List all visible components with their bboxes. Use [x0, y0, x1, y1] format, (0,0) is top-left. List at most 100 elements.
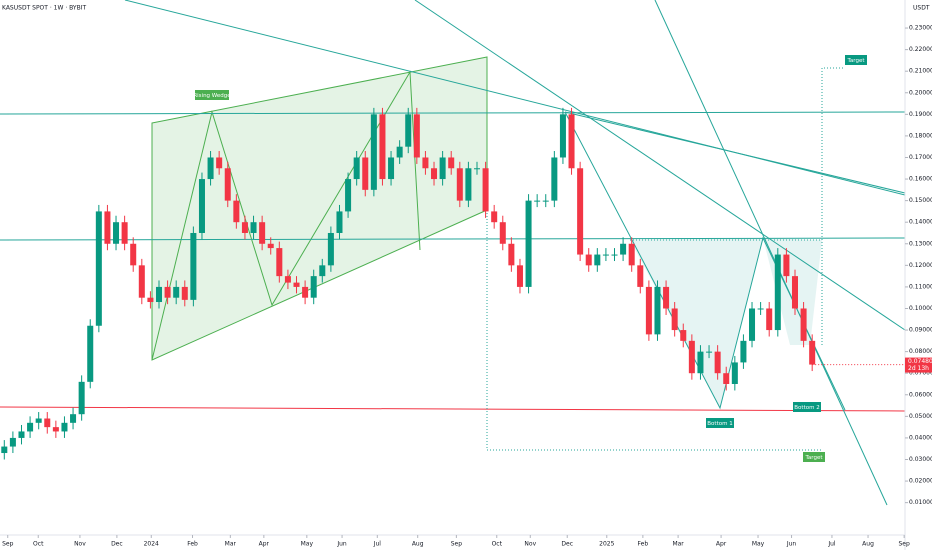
candle-body [559, 114, 566, 158]
candle-body [207, 157, 214, 180]
candle-body [671, 308, 678, 331]
candle-body [594, 254, 601, 266]
drawings [0, 0, 906, 506]
trend-line [564, 111, 906, 194]
candle-body [138, 265, 145, 298]
y-tick-label: 0.14000 [909, 219, 932, 226]
trend-line [414, 0, 906, 331]
candle-body [319, 265, 326, 277]
annotation: Rising Wedge [193, 93, 231, 99]
candle-body [422, 157, 429, 169]
y-tick-label: 0.05000 [909, 413, 932, 420]
x-tick-label: Dec [111, 541, 123, 548]
x-tick-label: Oct [33, 541, 44, 548]
candle-body [250, 222, 257, 233]
candle-body [388, 157, 395, 180]
x-tick-label: Mar [672, 541, 684, 548]
y-tick-label: 0.12000 [909, 262, 932, 269]
candle-body [27, 422, 34, 432]
candle-body [620, 243, 627, 255]
candle-body [516, 265, 523, 287]
candle-body [645, 286, 652, 335]
candle-body [379, 114, 386, 180]
x-tick-label: Aug [412, 541, 424, 548]
candle-body [791, 276, 798, 309]
candle-body [362, 157, 369, 190]
annotation: Bottom 1 [707, 421, 732, 427]
label-box [845, 55, 867, 65]
candle-body [276, 248, 283, 277]
last-price-box [905, 357, 932, 373]
annotation: Bottom 2 [794, 405, 819, 411]
candle-body [749, 308, 756, 341]
candle-body [104, 211, 111, 244]
x-tick-label: May [752, 541, 765, 548]
trend-line [654, 0, 888, 506]
candle-body [293, 282, 300, 287]
candle-body [336, 211, 343, 233]
candle-body [774, 254, 781, 331]
y-tick-label: 0.18000 [909, 132, 932, 139]
candle-body [121, 222, 128, 244]
candle-body [431, 168, 438, 180]
candle-body [44, 418, 51, 428]
candle-body [508, 243, 515, 266]
candle-body [740, 340, 747, 363]
candle-body [396, 146, 403, 158]
candle-body [61, 422, 68, 432]
candle-body [70, 414, 77, 423]
y-axis-label: USDT [913, 5, 930, 12]
annotation: Target [846, 58, 865, 64]
candle-body [87, 325, 94, 382]
support-line [0, 406, 906, 412]
candle-body [697, 351, 704, 374]
last-price-label: 0.07480 [908, 358, 932, 365]
candle-body [602, 254, 609, 256]
y-tick-label: 0.06000 [909, 391, 932, 398]
candle-body [181, 286, 188, 300]
countdown: 2d 13h [908, 365, 929, 372]
x-tick-label: Sep [898, 541, 910, 548]
x-tick-label: Dec [561, 541, 573, 548]
candle-body [482, 168, 489, 212]
candle-body [491, 211, 498, 223]
candle-body [18, 431, 25, 438]
h-line [0, 237, 906, 241]
candle-body [233, 200, 240, 223]
y-tick-label: 0.10000 [909, 305, 932, 312]
candle-body [216, 157, 223, 169]
x-tick-label: Apr [259, 541, 270, 548]
candle-body [766, 308, 773, 331]
candle-body [78, 381, 85, 415]
x-tick-label: Nov [524, 541, 536, 548]
label-box [803, 452, 825, 462]
candle-body [800, 308, 807, 341]
x-tick-label: Sep [451, 541, 463, 548]
candle-body [585, 254, 592, 266]
y-tick-label: 0.17000 [909, 154, 932, 161]
y-tick-label: 0.01000 [909, 499, 932, 506]
x-tick-label: Feb [638, 541, 649, 548]
x-tick-label: 2025 [599, 541, 614, 548]
x-tick-label: Aug [862, 541, 874, 548]
candle-body [198, 179, 205, 233]
y-tick-label: 0.16000 [909, 176, 932, 183]
label-box [706, 418, 734, 428]
candle-body [190, 232, 197, 300]
x-tick-label: May [301, 541, 314, 548]
candle-body [259, 222, 266, 244]
candle-body [551, 157, 558, 201]
cup-area [630, 238, 822, 408]
candle-body [628, 243, 635, 266]
candle-body [577, 168, 584, 255]
y-tick-label: 0.23000 [909, 25, 932, 32]
candle-body [35, 418, 42, 423]
y-tick-label: 0.19000 [909, 111, 932, 118]
candle-body [809, 340, 816, 365]
candle-body [680, 330, 687, 341]
x-tick-label: 2024 [144, 541, 159, 548]
candle-body [439, 157, 446, 180]
y-tick-label: 0.21000 [909, 68, 932, 75]
